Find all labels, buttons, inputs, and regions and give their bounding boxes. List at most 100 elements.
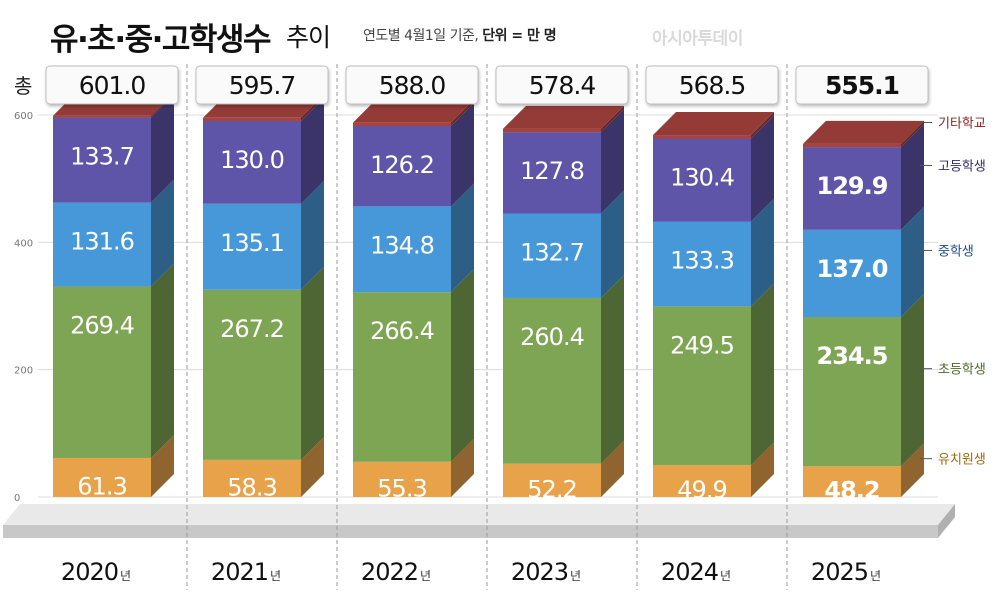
bar-front [503,463,601,497]
data-label: 131.6 [70,228,134,256]
note-unit: 단위 = 만 명 [482,28,557,44]
data-label: 133.3 [670,247,734,275]
category-label: 2024 [661,558,718,586]
bar-side [751,442,774,497]
bar-front [653,221,751,307]
data-label: 61.3 [77,472,126,500]
bar-side [151,94,174,203]
y-tick-label: 400 [14,238,33,249]
data-label: 48.2 [824,477,879,505]
category-suffix: 년 [570,569,581,583]
bar-side [901,120,924,148]
bar-front [53,117,151,203]
total-box [45,65,179,105]
bar-front [653,138,751,222]
legend-label: 고등학생 [938,159,986,174]
bar-front [803,317,901,467]
bar-front [653,306,751,466]
total-value: 555.1 [825,71,899,100]
data-label: 129.9 [817,172,888,200]
chart-title-suffix: 추이 [286,23,331,52]
bar-side [751,115,774,222]
total-value: 595.7 [229,71,296,100]
y-tick-label: 0 [14,493,20,504]
bar-side [301,436,324,497]
data-label: 49.9 [677,476,726,504]
bar-top [803,120,924,144]
category-label: 2025 [811,558,868,586]
data-label: 134.8 [370,231,434,259]
bar-side [901,294,924,467]
legend-label: 중학생 [938,244,974,259]
chart-note: 연도별 4월1일 기준, 단위 = 만 명 [363,25,557,45]
bar-front [353,206,451,293]
legend-label: 기타학교 [938,116,986,131]
bar-front [503,297,601,464]
bar-side [151,263,174,458]
bar-side [301,180,324,290]
bar-front [653,135,751,139]
data-label: 234.5 [817,342,888,370]
y-tick-label: 600 [14,111,33,122]
bar-front [653,465,751,497]
bar-side [751,112,774,139]
bar-side [901,443,924,497]
total-box [645,65,779,105]
floor-front [3,525,938,538]
floor-top [3,504,955,525]
bar-front [53,457,151,497]
bar-side [151,434,174,497]
data-label: 130.4 [670,163,734,191]
total-box [795,65,929,105]
total-row-label: 총 [14,74,32,98]
bar-side [601,109,624,214]
bar-side [301,97,324,204]
total-value: 578.4 [529,71,596,100]
bar-front [353,122,451,127]
bar-side [601,440,624,497]
floor-side [938,504,955,538]
total-box [495,65,629,105]
bar-side [451,99,474,127]
legend-label: 초등학생 [938,363,986,378]
category-suffix: 년 [870,569,881,583]
bar-side [901,124,924,230]
bar-side [451,269,474,462]
bar-side [751,198,774,307]
chart-title: 유·초·중·고학생수 [50,22,271,58]
bar-front [803,143,901,148]
legend-label: 유치원생 [938,453,986,468]
bar-side [601,105,624,133]
data-label: 266.4 [370,317,434,345]
bar-front [503,213,601,298]
total-value: 588.0 [379,71,446,100]
bar-side [151,179,174,287]
y-tick-label: 200 [14,366,33,377]
data-label: 133.7 [70,143,134,171]
data-label: 52.2 [527,475,576,503]
bar-side [751,283,774,466]
category-label: 2022 [361,558,418,586]
note-basis: 연도별 4월1일 기준, [363,28,479,44]
bar-side [601,274,624,464]
bar-side [901,206,924,318]
bar-front [803,147,901,230]
total-value: 568.5 [679,71,746,100]
category-suffix: 년 [720,569,731,583]
bar-front [803,229,901,318]
category-suffix: 년 [120,569,131,583]
data-label: 55.3 [377,474,426,502]
bar-side [301,266,324,460]
bar-front [353,461,451,497]
chart-header: 유·초·중·고학생수 추이 연도별 4월1일 기준, 단위 = 만 명 아시아투… [0,0,1000,60]
bar-front [53,286,151,458]
category-suffix: 년 [420,569,431,583]
bar-front [353,126,451,207]
bar-top [503,105,624,129]
bar-front [803,466,901,497]
category-label: 2020 [61,558,118,586]
data-label: 137.0 [817,255,888,283]
bar-front [53,202,151,287]
bar-top [353,99,474,123]
